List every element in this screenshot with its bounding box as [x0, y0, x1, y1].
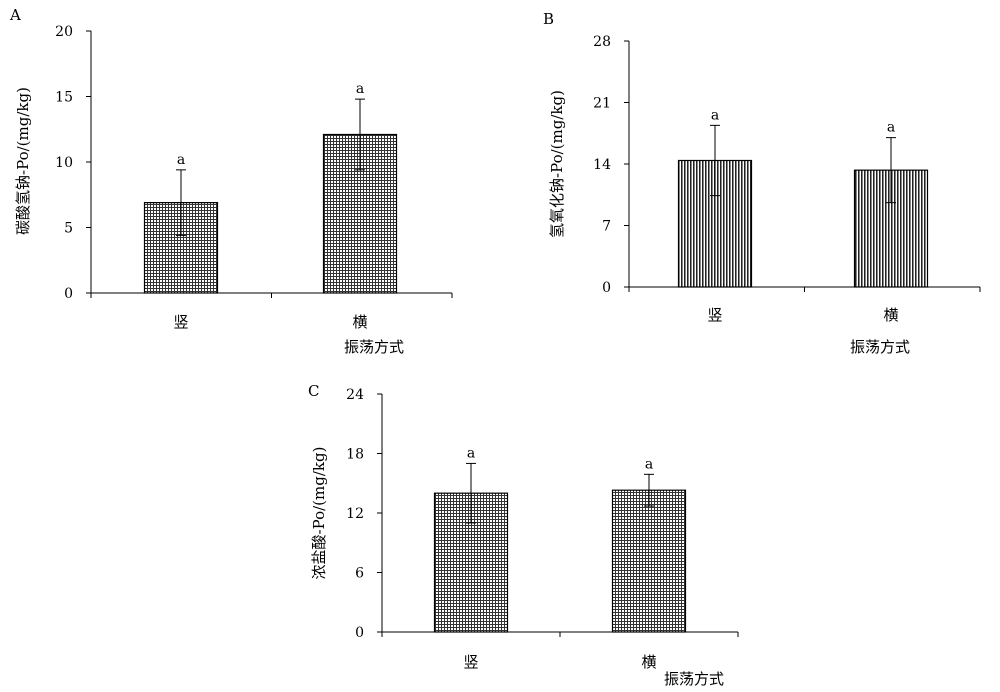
- y-tick-label: 5: [64, 221, 73, 237]
- category-label: 竖: [173, 313, 188, 331]
- y-tick-label: 7: [602, 219, 611, 235]
- y-tick-label: 12: [346, 506, 364, 522]
- panel-label: B: [543, 10, 554, 28]
- x-axis-title: 振荡方式: [664, 670, 724, 688]
- y-tick-label: 21: [593, 96, 611, 112]
- y-tick-label: 14: [593, 157, 611, 173]
- panel-label: C: [308, 382, 319, 400]
- significance-label: a: [467, 445, 475, 461]
- panel-label: A: [9, 6, 21, 24]
- y-axis-title: 浓盐酸-Po/(mg/kg): [310, 447, 328, 580]
- category-label: 横: [883, 306, 898, 324]
- y-tick-label: 28: [593, 34, 611, 50]
- bar: [677, 159, 753, 288]
- x-axis-title: 振荡方式: [344, 338, 404, 356]
- significance-label: a: [356, 81, 364, 97]
- y-tick-label: 18: [346, 447, 364, 463]
- y-tick-label: 15: [55, 90, 73, 106]
- x-axis-title: 振荡方式: [850, 338, 910, 356]
- y-tick-label: 0: [602, 280, 611, 296]
- category-label: 横: [352, 313, 367, 331]
- significance-label: a: [887, 120, 895, 136]
- significance-label: a: [177, 152, 185, 168]
- bar: [611, 489, 687, 633]
- y-tick-label: 0: [355, 625, 364, 641]
- significance-label: a: [711, 107, 719, 123]
- category-label: 横: [641, 653, 656, 671]
- category-label: 竖: [707, 306, 722, 324]
- y-tick-label: 20: [55, 24, 73, 40]
- category-label: 竖: [463, 653, 478, 671]
- y-axis-title: 氢氧化钠-Po/(mg/kg): [548, 90, 566, 238]
- y-axis-title: 碳酸氢钠-Po/(mg/kg): [14, 87, 32, 235]
- y-tick-label: 24: [346, 387, 364, 403]
- y-tick-label: 6: [355, 566, 364, 582]
- y-tick-label: 0: [64, 286, 73, 302]
- y-tick-label: 10: [55, 155, 73, 171]
- significance-label: a: [645, 456, 653, 472]
